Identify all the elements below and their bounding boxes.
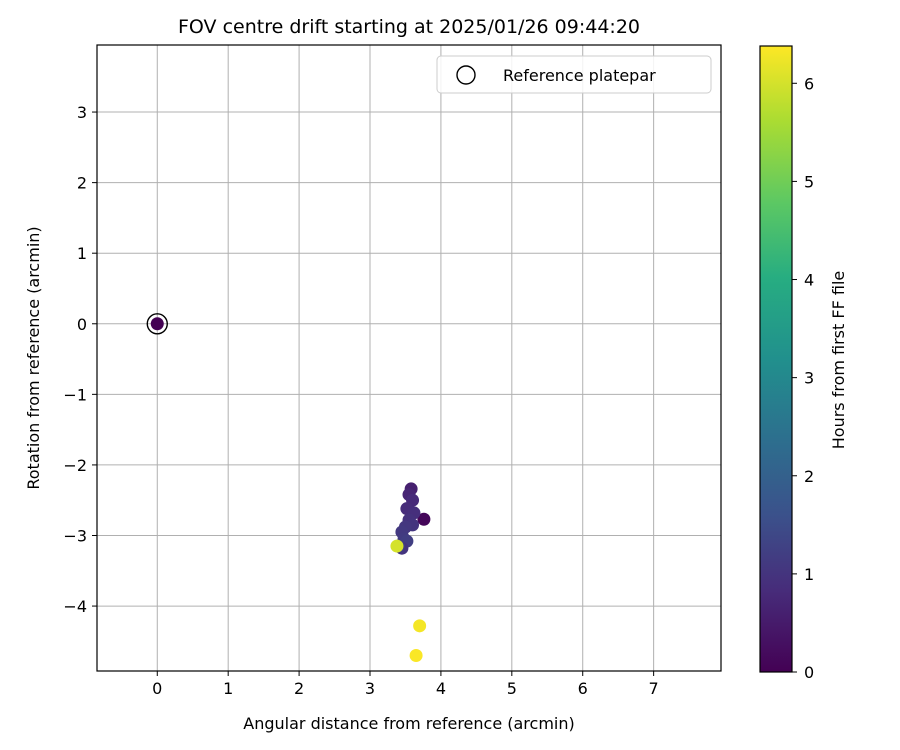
y-tick-label: −4 — [63, 597, 87, 616]
chart-title: FOV centre drift starting at 2025/01/26 … — [178, 16, 640, 38]
y-tick-label: −3 — [63, 526, 87, 545]
y-tick-label: 3 — [77, 103, 87, 122]
plot-frame — [96, 44, 722, 672]
y-tick-label: −1 — [63, 385, 87, 404]
axis-ticks: 0 1 2 3 4 5 6 7 3 2 1 0 −1 −2 −3 −4 — [63, 103, 658, 698]
x-axis-label: Angular distance from reference (arcmin) — [243, 714, 574, 733]
x-tick-label: 2 — [294, 679, 304, 698]
data-points — [150, 317, 431, 662]
reference-marker — [146, 313, 168, 335]
colorbar-tick-label: 4 — [804, 271, 814, 290]
colorbar-label: Hours from first FF file — [829, 271, 848, 450]
data-point — [413, 619, 427, 633]
colorbar-tick-label: 5 — [804, 172, 814, 191]
x-tick-label: 1 — [223, 679, 233, 698]
x-tick-label: 7 — [649, 679, 659, 698]
legend: Reference platepar — [436, 55, 712, 94]
colorbar-tick-label: 1 — [804, 565, 814, 584]
data-point — [417, 512, 431, 526]
colorbar-tick-label: 0 — [804, 663, 814, 682]
colorbar-gradient — [760, 46, 792, 672]
y-tick-label: 2 — [77, 174, 87, 193]
x-tick-label: 0 — [152, 679, 162, 698]
y-tick-label: 0 — [77, 315, 87, 334]
y-tick-label: 1 — [77, 244, 87, 263]
colorbar: 0 1 2 3 4 5 6 Hours from first FF file — [759, 45, 848, 682]
reference-layer — [146, 313, 168, 335]
colorbar-tick-label: 6 — [804, 74, 814, 93]
data-point — [409, 648, 423, 662]
colorbar-tick-label: 2 — [804, 467, 814, 486]
x-tick-label: 5 — [507, 679, 517, 698]
x-tick-label: 4 — [436, 679, 446, 698]
y-tick-label: −2 — [63, 456, 87, 475]
legend-marker — [456, 65, 476, 85]
colorbar-ticks: 0 1 2 3 4 5 6 — [792, 74, 814, 682]
x-tick-label: 3 — [365, 679, 375, 698]
x-tick-label: 6 — [578, 679, 588, 698]
legend-box — [436, 55, 712, 94]
data-point — [150, 317, 164, 331]
data-point — [390, 539, 404, 553]
colorbar-tick-label: 3 — [804, 369, 814, 388]
y-axis-label: Rotation from reference (arcmin) — [24, 226, 43, 489]
legend-entry: Reference platepar — [503, 66, 656, 85]
colorbar-frame — [759, 45, 793, 673]
